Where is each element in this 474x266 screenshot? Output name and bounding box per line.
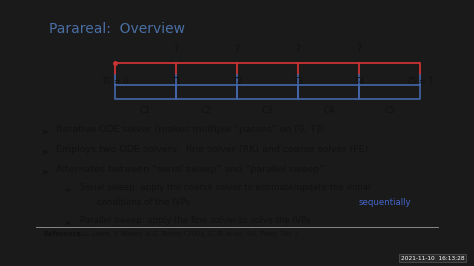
Text: Alternates between “serial sweep” and “parallel sweep”.: Alternates between “serial sweep” and “p…	[56, 165, 327, 174]
Text: T2: T2	[232, 77, 242, 86]
Text: T3: T3	[293, 77, 303, 86]
Text: C4: C4	[323, 106, 334, 115]
Text: T5 = T: T5 = T	[406, 77, 434, 86]
Text: Parallel sweep: apply the fine solver to solve the IVPs: Parallel sweep: apply the fine solver to…	[80, 216, 313, 225]
Text: 2021-11-10  16:13:28: 2021-11-10 16:13:28	[401, 256, 465, 261]
Text: T4: T4	[354, 77, 364, 86]
Text: Parareal:  Overview: Parareal: Overview	[49, 22, 185, 36]
Text: J.-L. Lions, Y. Maday & G. Turinici 2001, C. R. Acad. Sci. Paris, Ser. I.: J.-L. Lions, Y. Maday & G. Turinici 2001…	[74, 231, 300, 237]
Text: T1: T1	[171, 77, 181, 86]
Text: C5: C5	[384, 106, 395, 115]
Text: Serial sweep: apply the coarse solver to estimate/update the initial: Serial sweep: apply the coarse solver to…	[80, 183, 370, 192]
Text: Employs two ODE solvers:  fine solver (RK) and coarse solver (FE).: Employs two ODE solvers: fine solver (RK…	[56, 145, 371, 154]
Text: T0 = 0: T0 = 0	[101, 77, 129, 86]
Text: C1: C1	[140, 106, 151, 115]
Text: ?: ?	[235, 44, 239, 54]
Text: sequentially: sequentially	[359, 198, 411, 207]
Text: Reference:: Reference:	[43, 231, 83, 237]
Text: conditions of the IVPs: conditions of the IVPs	[98, 198, 193, 207]
Text: Iterative ODE solver (makes multiple “passes” on [0, T]).: Iterative ODE solver (makes multiple “pa…	[56, 125, 327, 134]
Text: C3: C3	[262, 106, 273, 115]
Text: C2: C2	[201, 106, 212, 115]
Text: ?: ?	[356, 44, 362, 54]
Text: ?: ?	[295, 44, 301, 54]
Text: ?: ?	[173, 44, 179, 54]
